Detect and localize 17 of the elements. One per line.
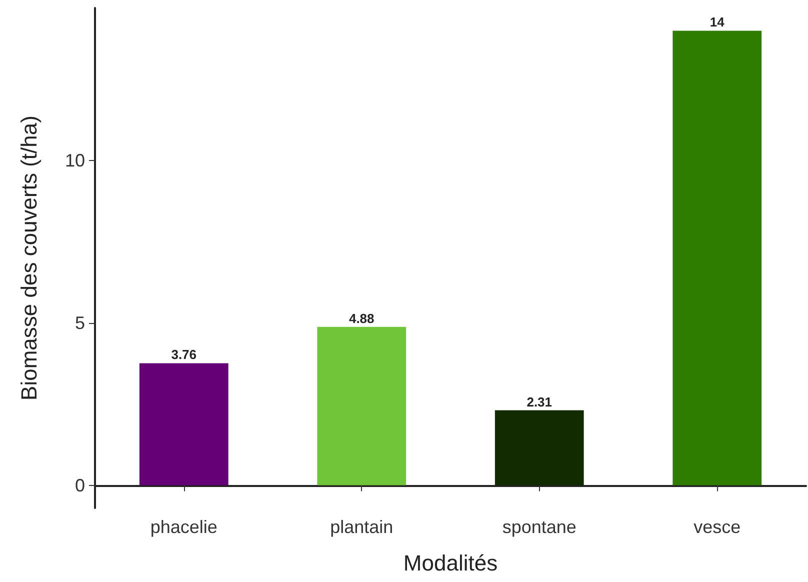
data-label: 3.76: [171, 347, 197, 362]
bar: [672, 30, 762, 486]
y-tick-label: 10: [64, 150, 85, 171]
y-axis-title: Biomasse des couverts (t/ha): [16, 116, 42, 400]
bar: [494, 410, 584, 486]
data-label: 4.88: [348, 310, 374, 326]
x-axis-title: Modalités: [403, 550, 498, 576]
x-tick-label: vesce: [694, 517, 741, 537]
x-tick-label: phacelie: [150, 517, 218, 537]
y-tick-label: 0: [74, 475, 85, 496]
data-label: 2.31: [526, 394, 552, 410]
bar: [317, 326, 406, 486]
bar: [139, 363, 228, 486]
x-tick-label: spontane: [502, 517, 576, 537]
data-label: 14: [710, 14, 726, 30]
y-tick-label: 5: [74, 312, 85, 333]
x-tick-label: plantain: [330, 517, 394, 537]
